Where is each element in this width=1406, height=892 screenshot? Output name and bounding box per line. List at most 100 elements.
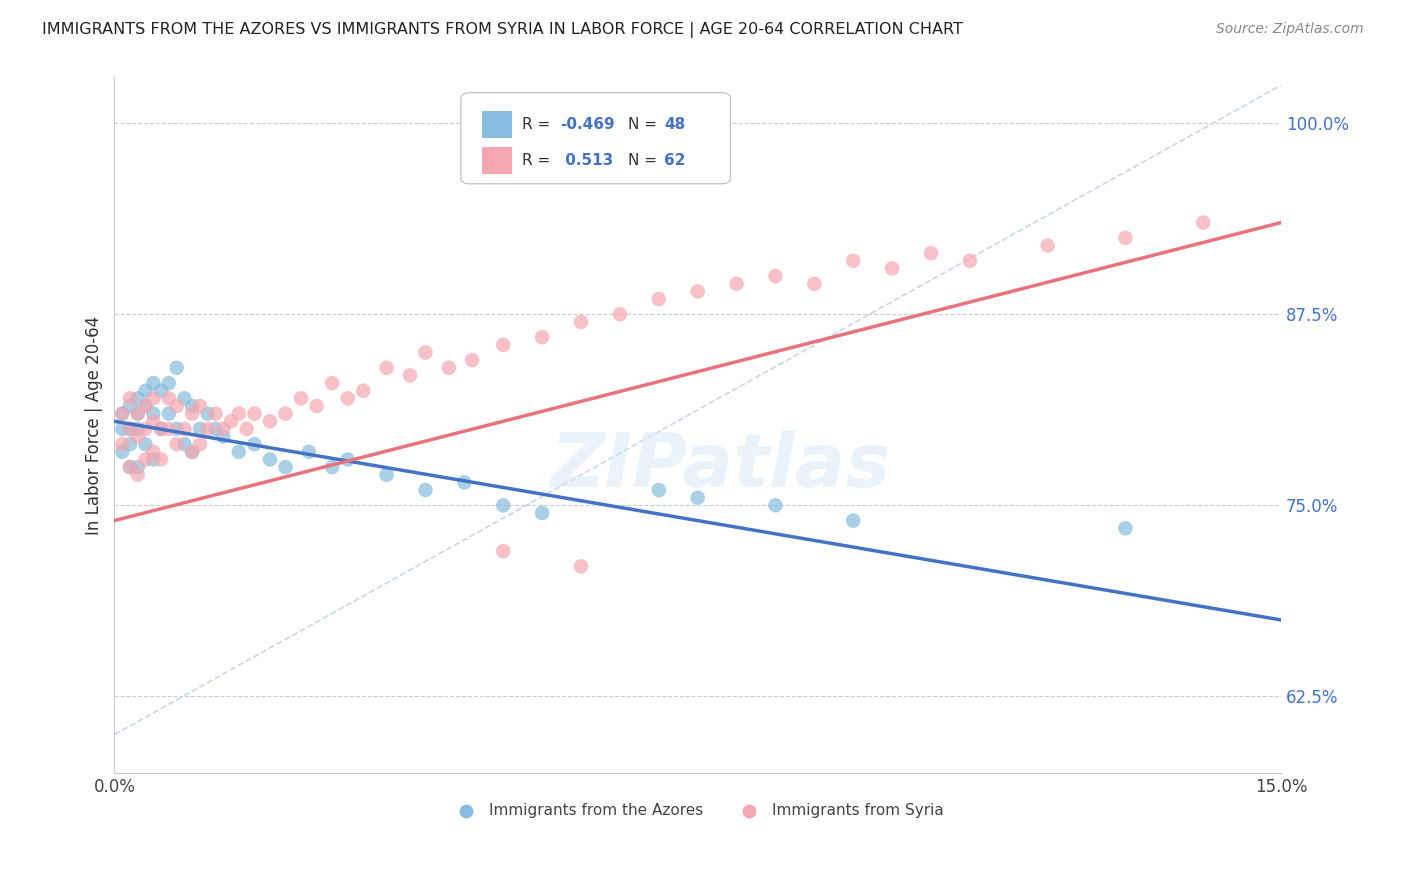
Point	[181, 407, 204, 421]
Point	[118, 422, 141, 436]
Point	[204, 407, 226, 421]
Point	[648, 292, 671, 306]
Point	[531, 506, 554, 520]
Point	[375, 467, 398, 482]
Point	[569, 559, 592, 574]
Point	[118, 422, 141, 436]
Point	[1036, 238, 1059, 252]
Point	[127, 407, 149, 421]
FancyBboxPatch shape	[461, 93, 730, 184]
Text: R =: R =	[522, 153, 554, 168]
Point	[111, 407, 134, 421]
Text: R =: R =	[522, 117, 554, 132]
Point	[197, 422, 219, 436]
Point	[461, 353, 484, 368]
Point	[150, 452, 173, 467]
Point	[492, 498, 515, 512]
Point	[803, 277, 825, 291]
Point	[118, 437, 141, 451]
Point	[127, 392, 149, 406]
Point	[134, 384, 156, 398]
Point	[142, 407, 165, 421]
Point	[150, 422, 173, 436]
Point	[882, 261, 904, 276]
Text: Source: ZipAtlas.com: Source: ZipAtlas.com	[1216, 22, 1364, 37]
Point	[290, 392, 312, 406]
Point	[609, 307, 631, 321]
Point	[188, 437, 211, 451]
Point	[166, 360, 188, 375]
Point	[111, 445, 134, 459]
Point	[204, 422, 226, 436]
Point	[259, 452, 281, 467]
FancyBboxPatch shape	[482, 112, 512, 137]
Point	[569, 315, 592, 329]
Point	[531, 330, 554, 344]
Point	[437, 360, 460, 375]
Point	[305, 399, 328, 413]
Point	[157, 422, 180, 436]
Point	[959, 253, 981, 268]
Point	[298, 445, 321, 459]
Text: 62: 62	[664, 153, 685, 168]
Point	[686, 285, 709, 299]
Point	[259, 414, 281, 428]
Point	[142, 392, 165, 406]
Point	[321, 376, 343, 390]
Point	[127, 429, 149, 443]
Point	[127, 467, 149, 482]
Point	[111, 437, 134, 451]
Point	[181, 399, 204, 413]
Point	[415, 483, 437, 497]
Point	[352, 384, 374, 398]
Point	[118, 460, 141, 475]
Text: ZIPatlas: ZIPatlas	[551, 430, 891, 503]
Point	[134, 399, 156, 413]
Point	[188, 399, 211, 413]
Point	[157, 376, 180, 390]
Point	[415, 345, 437, 359]
Point	[134, 399, 156, 413]
FancyBboxPatch shape	[482, 147, 512, 174]
Point	[142, 452, 165, 467]
Point	[492, 544, 515, 558]
Point	[118, 460, 141, 475]
Point	[157, 407, 180, 421]
Point	[134, 452, 156, 467]
Point	[188, 422, 211, 436]
Point	[375, 360, 398, 375]
Point	[212, 422, 235, 436]
Point	[127, 407, 149, 421]
Text: 48: 48	[664, 117, 685, 132]
Text: 0.513: 0.513	[560, 153, 613, 168]
Text: N =: N =	[627, 117, 662, 132]
Text: N =: N =	[627, 153, 662, 168]
Point	[219, 414, 242, 428]
Text: -0.469: -0.469	[560, 117, 614, 132]
Point	[399, 368, 422, 383]
Point	[336, 452, 359, 467]
Point	[1114, 231, 1136, 245]
Point	[150, 422, 173, 436]
Point	[765, 498, 787, 512]
Point	[181, 445, 204, 459]
Point	[157, 392, 180, 406]
Point	[842, 253, 865, 268]
Point	[243, 407, 266, 421]
Point	[228, 445, 250, 459]
Point	[111, 422, 134, 436]
Legend: Immigrants from the Azores, Immigrants from Syria: Immigrants from the Azores, Immigrants f…	[446, 797, 950, 824]
Point	[118, 392, 141, 406]
Point	[274, 407, 297, 421]
Point	[228, 407, 250, 421]
Point	[274, 460, 297, 475]
Point	[453, 475, 475, 490]
Point	[142, 414, 165, 428]
Point	[920, 246, 942, 260]
Point	[166, 437, 188, 451]
Point	[166, 422, 188, 436]
Point	[842, 514, 865, 528]
Point	[142, 445, 165, 459]
Y-axis label: In Labor Force | Age 20-64: In Labor Force | Age 20-64	[86, 316, 103, 534]
Point	[118, 399, 141, 413]
